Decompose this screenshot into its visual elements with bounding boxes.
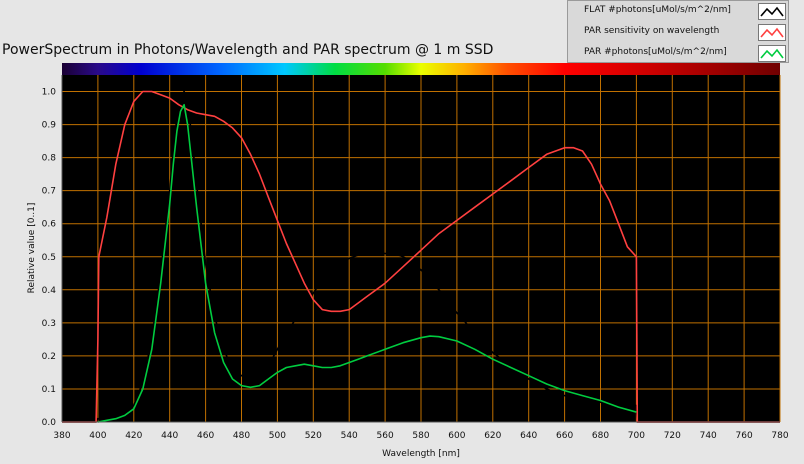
- series-lines: [62, 90, 780, 423]
- x-axis-label: Wavelength [nm]: [382, 449, 460, 459]
- legend-item-flat-photons: FLAT #photons[uMol/s/m^2/nm]: [568, 1, 788, 22]
- legend-swatch-line-par-sensitivity: [760, 27, 784, 38]
- y-tick-label: 0.0: [42, 418, 57, 428]
- x-tick-label: 780: [771, 431, 788, 441]
- y-axis-label: Relative value [0..1]: [27, 203, 37, 294]
- y-tick-label: 0.4: [42, 286, 57, 296]
- series-line-flat-photons: [62, 90, 780, 423]
- y-tick-label: 0.2: [42, 352, 56, 362]
- x-tick-label: 540: [341, 431, 358, 441]
- x-tick-label: 400: [89, 431, 106, 441]
- legend-swatch-flat-photons: [758, 3, 786, 20]
- legend-item-par-photons: PAR #photons[uMol/s/m^2/nm]: [568, 43, 788, 64]
- legend-label-flat-photons: FLAT #photons[uMol/s/m^2/nm]: [584, 5, 731, 15]
- y-tick-label: 0.6: [42, 220, 57, 230]
- x-tick-label: 440: [161, 431, 178, 441]
- x-tick-label: 560: [377, 431, 394, 441]
- y-tick-label: 0.9: [42, 121, 57, 131]
- x-tick-label: 420: [125, 431, 142, 441]
- x-tick-label: 680: [592, 431, 609, 441]
- y-tick-label: 0.5: [42, 253, 56, 263]
- x-tick-label: 460: [197, 431, 214, 441]
- x-tick-label: 500: [269, 431, 286, 441]
- legend-swatch-line-par-photons: [760, 48, 784, 59]
- x-tick-label: 740: [700, 431, 717, 441]
- legend: FLAT #photons[uMol/s/m^2/nm] PAR sensiti…: [567, 0, 789, 63]
- legend-item-par-sensitivity: PAR sensitivity on wavelength: [568, 22, 788, 43]
- y-tick-label: 0.8: [42, 154, 57, 164]
- x-tick-label: 720: [664, 431, 681, 441]
- series-line-par-sensitivity: [62, 90, 780, 423]
- x-tick-label: 640: [520, 431, 537, 441]
- y-tick-label: 1.0: [42, 88, 57, 98]
- x-tick-label: 580: [412, 431, 429, 441]
- x-tick-label: 380: [53, 431, 70, 441]
- y-tick-label: 0.1: [42, 385, 56, 395]
- legend-swatch-line-flat-photons: [760, 6, 784, 17]
- x-tick-label: 760: [736, 431, 753, 441]
- x-tick-label: 600: [448, 431, 465, 441]
- grid: [61, 75, 781, 423]
- spectrum-color-bar: [62, 63, 780, 75]
- y-tick-label: 0.7: [42, 187, 56, 197]
- y-tick-labels: 0.0 0.1 0.2 0.3 0.4 0.5 0.6 0.7 0.8 0.9 1.0: [42, 88, 57, 428]
- x-tick-label: 660: [556, 431, 573, 441]
- series-line-par-photons: [97, 103, 637, 423]
- legend-swatch-par-sensitivity: [758, 24, 786, 41]
- legend-label-par-photons: PAR #photons[uMol/s/m^2/nm]: [584, 47, 727, 57]
- x-tick-label: 520: [305, 431, 322, 441]
- x-tick-label: 480: [233, 431, 250, 441]
- legend-label-par-sensitivity: PAR sensitivity on wavelength: [584, 26, 720, 36]
- x-tick-label: 700: [628, 431, 645, 441]
- chart-title: PowerSpectrum in Photons/Wavelength and …: [2, 42, 494, 58]
- y-tick-label: 0.3: [42, 319, 56, 329]
- legend-swatch-par-photons: [758, 45, 786, 62]
- x-tick-labels: 380 400 420 440 460 480 500 520 540 560 580 600 620 6…: [53, 431, 788, 441]
- x-tick-label: 620: [484, 431, 501, 441]
